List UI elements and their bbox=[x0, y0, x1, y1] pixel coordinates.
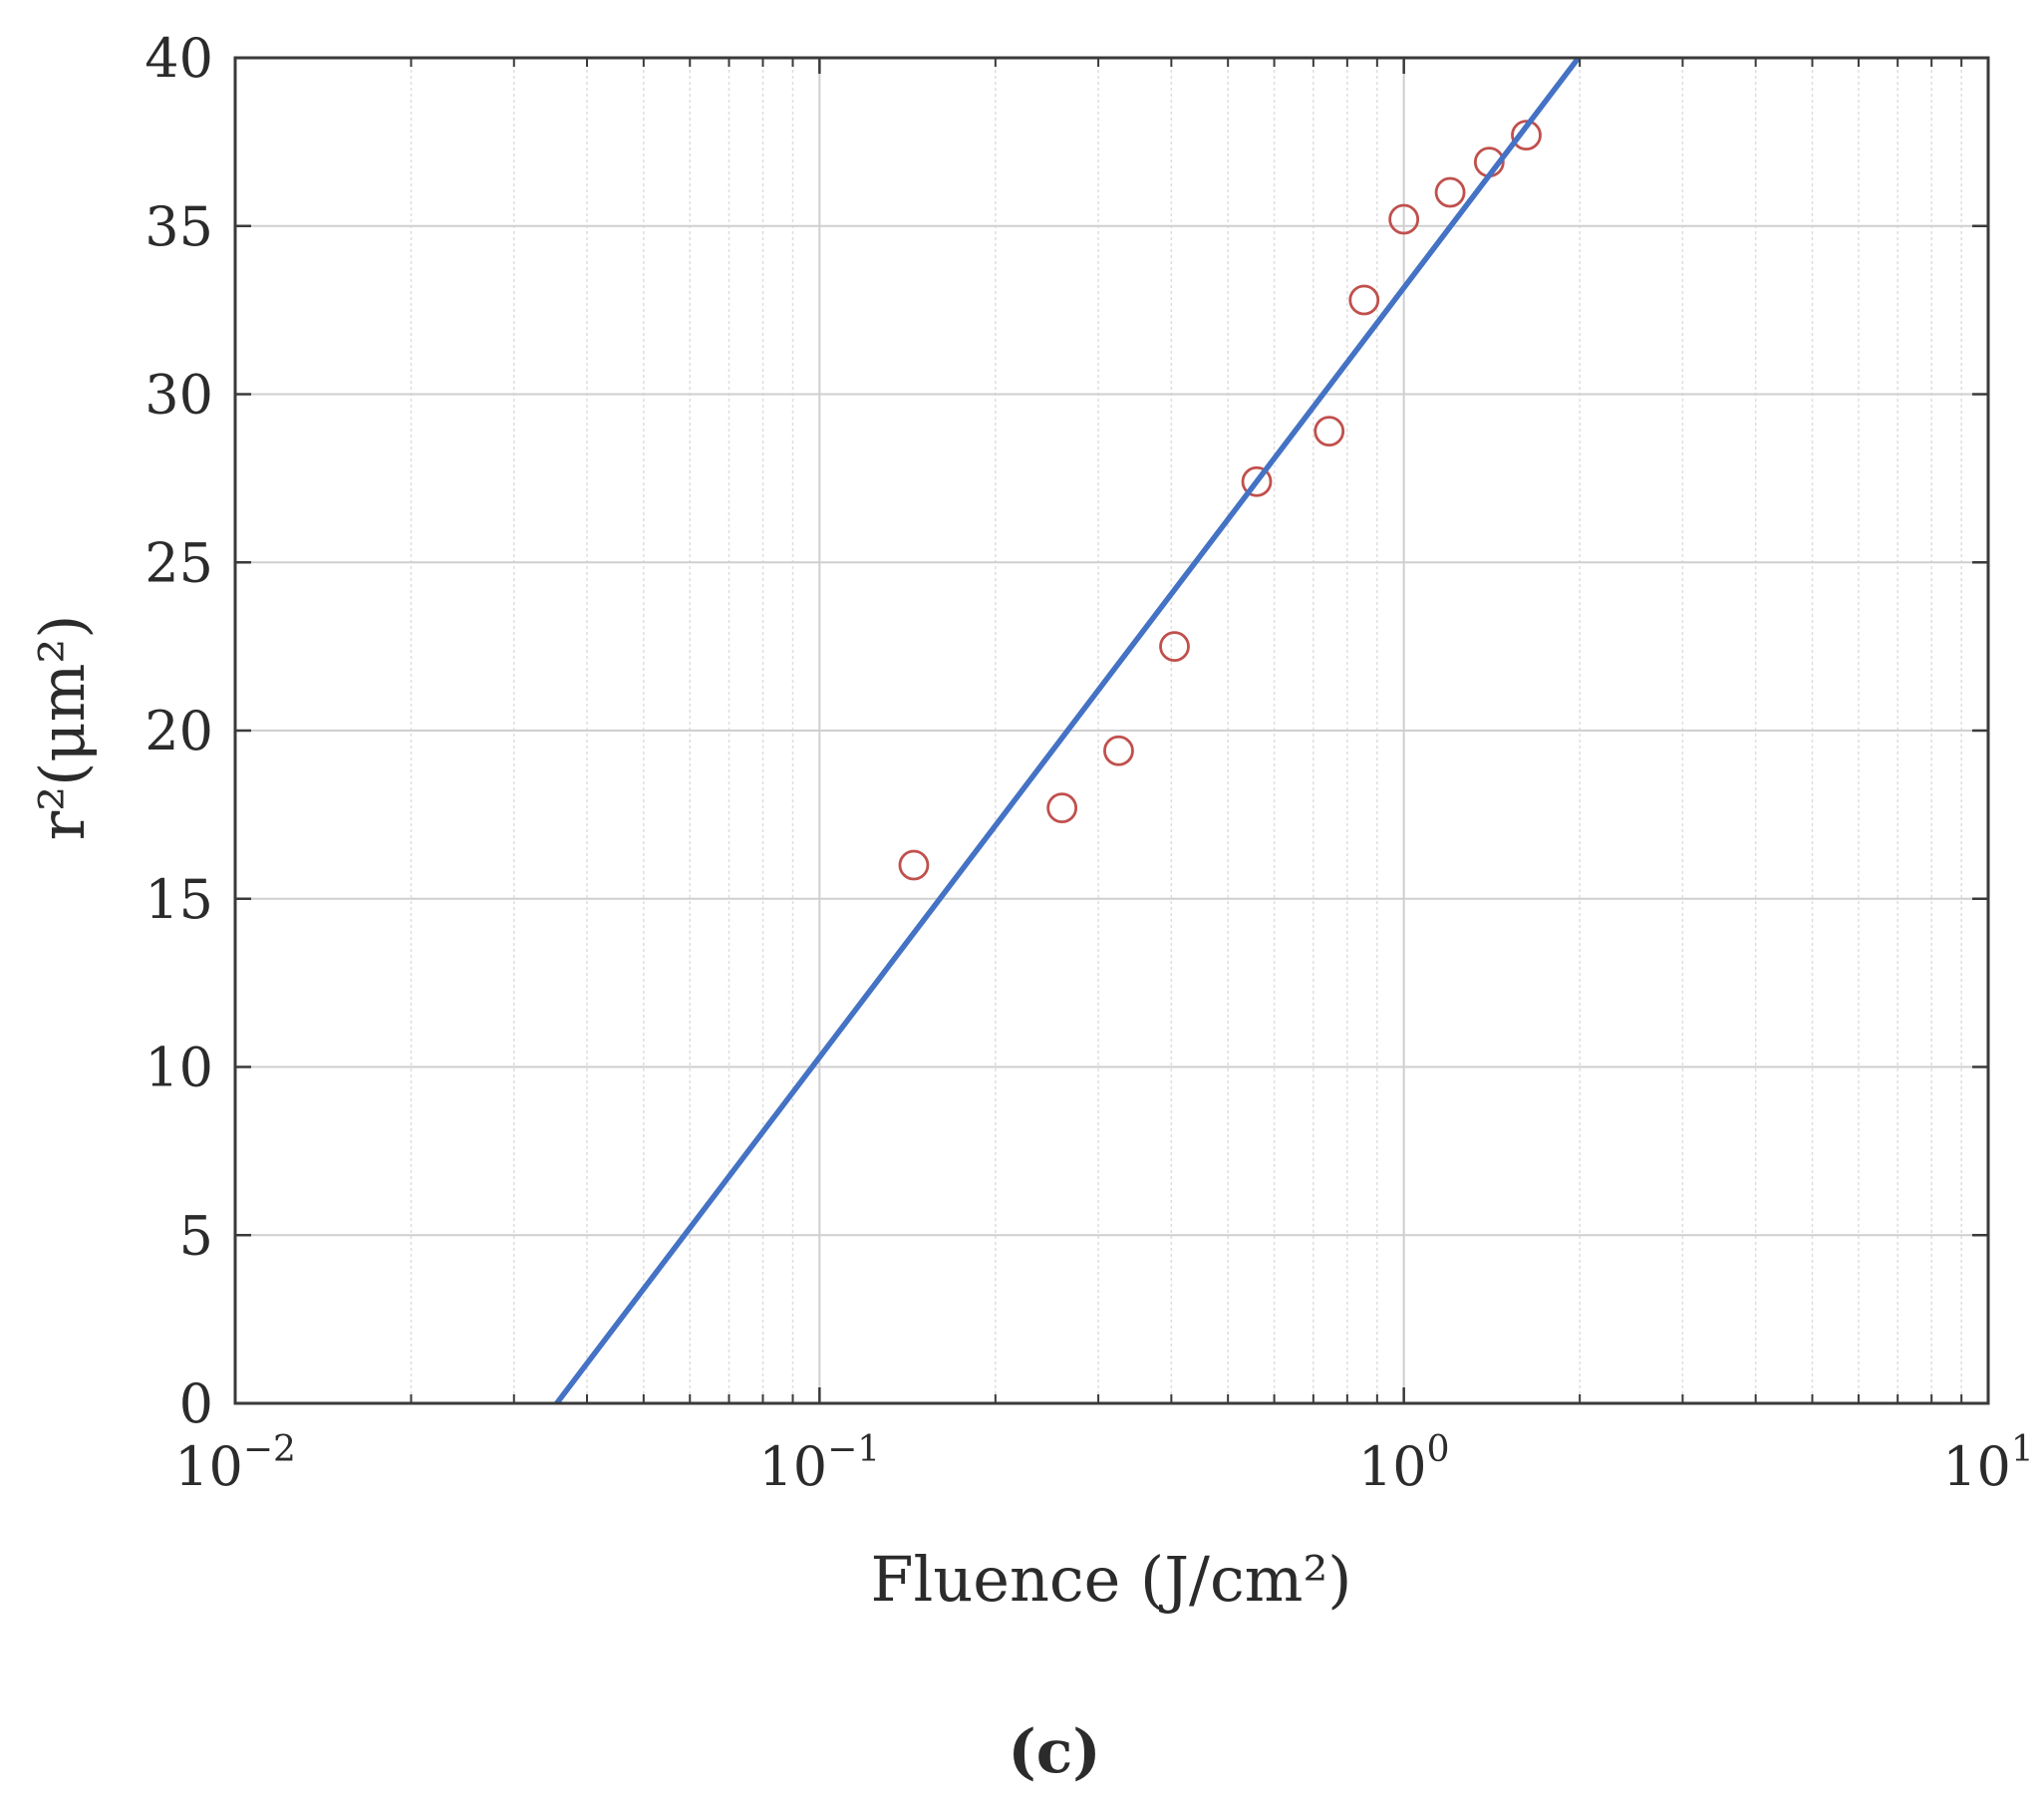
y-axis-label-text: r²(μm²) bbox=[26, 615, 99, 841]
x-tick-label: 101 bbox=[1942, 1429, 2034, 1498]
grid bbox=[234, 57, 1989, 1404]
y-tick-label: 5 bbox=[179, 1204, 213, 1267]
y-tick-label: 25 bbox=[145, 531, 213, 594]
data-layer bbox=[554, 56, 1582, 1405]
y-tick-label: 10 bbox=[145, 1037, 213, 1099]
data-point-marker bbox=[1511, 120, 1542, 151]
data-point-marker bbox=[1434, 176, 1466, 208]
data-point-marker bbox=[898, 849, 930, 881]
x-axis-label-text: Fluence (J/cm²) bbox=[870, 1543, 1351, 1616]
axes-frame bbox=[233, 56, 1990, 1405]
data-point-marker bbox=[1159, 631, 1190, 663]
figure-caption: (c) bbox=[1008, 1717, 1100, 1787]
y-tick-label: 30 bbox=[145, 364, 213, 427]
data-point-marker bbox=[1103, 735, 1134, 766]
data-point-marker bbox=[1314, 416, 1345, 448]
data-point-marker bbox=[1046, 792, 1078, 824]
y-tick-label: 40 bbox=[145, 27, 213, 90]
x-tick-label: 10−2 bbox=[174, 1429, 296, 1498]
x-tick-label: 100 bbox=[1358, 1429, 1450, 1498]
x-tick-label: 10−1 bbox=[758, 1429, 880, 1498]
y-axis-label: r²(μm²) bbox=[26, 615, 99, 841]
fit-line bbox=[554, 56, 1582, 1405]
y-tick-label: 0 bbox=[179, 1372, 213, 1435]
y-tick-label: 20 bbox=[145, 700, 213, 762]
tick-labels: 0 5 10 15 20 25 30 35 40 10−2 10−1 100 101 bbox=[145, 27, 2034, 1498]
data-point-marker bbox=[1388, 203, 1420, 235]
x-axis-label: Fluence (J/cm²) bbox=[870, 1543, 1351, 1616]
y-tick-label: 15 bbox=[145, 868, 213, 931]
y-tick-label: 35 bbox=[145, 195, 213, 258]
data-point-marker bbox=[1241, 465, 1273, 497]
data-point-marker bbox=[1348, 284, 1380, 316]
